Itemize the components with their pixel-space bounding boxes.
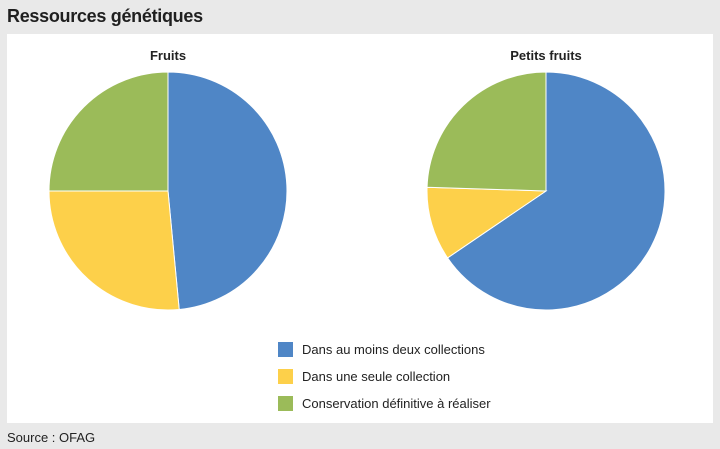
- pie-slice: [426, 186, 548, 259]
- legend-swatch: [278, 395, 293, 411]
- legend-swatch: [278, 368, 293, 384]
- pie-slice: [48, 190, 180, 311]
- pie-slice: [426, 71, 547, 192]
- legend: Dans au moins deux collections Dans une …: [278, 338, 491, 419]
- pie-petits-fruits: [426, 71, 666, 311]
- legend-item: Dans au moins deux collections: [278, 338, 491, 360]
- legend-item: Dans une seule collection: [278, 365, 491, 387]
- chart-panel: Fruits Petits fruits Dans au moins deux …: [7, 34, 713, 423]
- pie-slice: [48, 71, 169, 192]
- pie-title-fruits: Fruits: [150, 48, 186, 63]
- legend-label: Dans une seule collection: [302, 368, 451, 384]
- pie-slice: [446, 71, 666, 311]
- legend-label: Conservation définitive à réaliser: [302, 395, 491, 411]
- chart-title: Ressources génétiques: [7, 6, 203, 26]
- pie-slice: [167, 71, 288, 311]
- legend-swatch: [278, 341, 293, 357]
- legend-item: Conservation définitive à réaliser: [278, 392, 491, 414]
- pie-title-petits-fruits: Petits fruits: [510, 48, 582, 63]
- source-note: Source : OFAG: [7, 430, 96, 445]
- pie-charts: Fruits Petits fruits: [48, 48, 666, 311]
- legend-label: Dans au moins deux collections: [302, 341, 485, 357]
- pie-fruits: [48, 71, 288, 311]
